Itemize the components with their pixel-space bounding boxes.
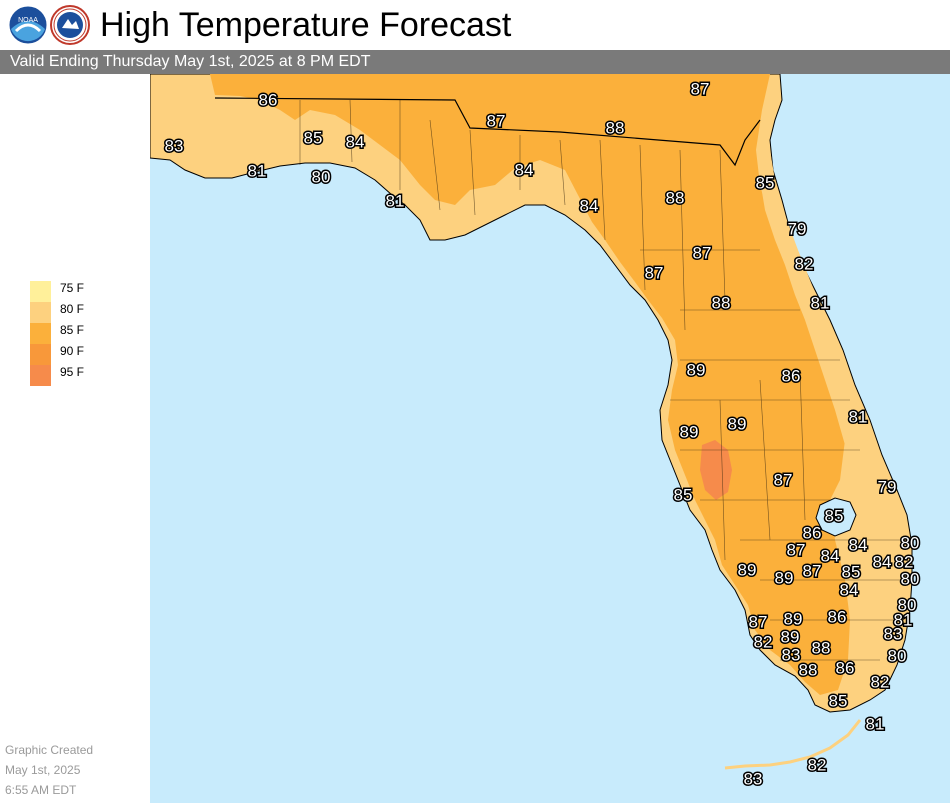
temperature-label: 89	[687, 360, 706, 379]
band-85-region	[210, 74, 850, 695]
temperature-label: 87	[749, 612, 768, 631]
temperature-label: 80	[901, 569, 920, 588]
temperature-label: 82	[895, 552, 914, 571]
temperature-label: 87	[487, 111, 506, 130]
legend-item: 95 F	[30, 365, 140, 386]
temperature-label: 82	[808, 755, 827, 774]
temperature-label: 87	[787, 540, 806, 559]
noaa-logo: NOAA	[8, 5, 48, 45]
temperature-label: 87	[803, 561, 822, 580]
temperature-label: 85	[304, 128, 323, 147]
temperature-label: 88	[606, 118, 625, 137]
temperature-label: 85	[825, 506, 844, 525]
temperature-label: 80	[901, 533, 920, 552]
created-time: 6:55 AM EDT	[5, 783, 77, 797]
legend-swatch	[30, 281, 51, 302]
temperature-label: 89	[781, 627, 800, 646]
temperature-label: 79	[878, 477, 897, 496]
temperature-label: 81	[386, 191, 405, 210]
legend-label: 95 F	[60, 365, 85, 379]
band-90-hotspot	[700, 440, 732, 500]
temperature-label: 88	[666, 188, 685, 207]
legend-item: 80 F	[30, 302, 140, 323]
temperature-label: 80	[888, 646, 907, 665]
temperature-label: 82	[871, 672, 890, 691]
temperature-label: 86	[828, 607, 847, 626]
temperature-label: 81	[811, 293, 830, 312]
temperature-label: 89	[784, 609, 803, 628]
legend-item: 75 F	[30, 281, 140, 302]
temperature-label: 89	[738, 560, 757, 579]
legend-item: 85 F	[30, 323, 140, 344]
temperature-label: 80	[312, 167, 331, 186]
nws-logo	[50, 5, 90, 45]
temperature-label: 84	[346, 132, 365, 151]
header: NOAA High Temperature Forecast	[0, 0, 950, 50]
created-label: Graphic Created	[5, 743, 94, 757]
temperature-label: 86	[259, 90, 278, 109]
state-boundary	[214, 97, 761, 167]
temperature-label: 89	[775, 568, 794, 587]
svg-text:NOAA: NOAA	[18, 17, 38, 24]
temperature-label: 83	[165, 136, 184, 155]
temperature-label: 84	[580, 196, 599, 215]
temperature-label: 88	[812, 638, 831, 657]
temperature-label: 84	[873, 552, 892, 571]
temperature-label: 83	[884, 624, 903, 643]
temperature-label: 88	[799, 660, 818, 679]
temperature-label: 86	[803, 523, 822, 542]
temperature-label: 85	[674, 485, 693, 504]
temperature-label: 82	[754, 632, 773, 651]
temperature-label: 87	[774, 470, 793, 489]
lake-okeechobee	[815, 497, 857, 537]
temperature-label: 84	[821, 546, 840, 565]
graphic-created-stamp: Graphic Created May 1st, 2025 6:55 AM ED…	[5, 740, 93, 800]
valid-time-text: Valid Ending Thursday May 1st, 2025 at 8…	[10, 53, 371, 70]
temperature-label: 84	[840, 580, 859, 599]
legend-label: 80 F	[60, 302, 85, 316]
florida-keys	[724, 719, 862, 770]
temperature-label: 88	[712, 293, 731, 312]
valid-time-bar: Valid Ending Thursday May 1st, 2025 at 8…	[0, 50, 950, 74]
temperature-label: 79	[788, 219, 807, 238]
temperature-label: 83	[782, 645, 801, 664]
legend: 75 F 80 F 85 F 90 F 95 F	[30, 281, 140, 386]
temperature-label: 81	[866, 714, 885, 733]
legend-swatch	[30, 302, 51, 323]
temperature-label: 84	[849, 535, 868, 554]
legend-label: 85 F	[60, 323, 85, 337]
band-80-east-coast	[760, 150, 870, 445]
county-lines	[299, 99, 910, 661]
temperature-label: 86	[836, 658, 855, 677]
temperature-label: 82	[795, 254, 814, 273]
temperature-label: 81	[248, 161, 267, 180]
temperature-label: 89	[680, 422, 699, 441]
temperature-label: 86	[782, 366, 801, 385]
legend-swatch	[30, 365, 51, 386]
temperature-label: 87	[645, 263, 664, 282]
legend-label: 75 F	[60, 281, 85, 295]
temperature-label: 85	[756, 173, 775, 192]
temperature-label: 87	[691, 79, 710, 98]
temperature-label: 84	[515, 160, 534, 179]
temperature-label: 83	[744, 769, 763, 788]
created-date: May 1st, 2025	[5, 763, 81, 777]
page-title: High Temperature Forecast	[100, 6, 512, 44]
temperature-label: 80	[898, 595, 917, 614]
legend-label: 90 F	[60, 344, 85, 358]
legend-swatch	[30, 344, 51, 365]
temperature-label: 85	[829, 691, 848, 710]
legend-swatch	[30, 323, 51, 344]
temperature-label: 89	[728, 414, 747, 433]
temperature-label: 85	[842, 562, 861, 581]
legend-item: 90 F	[30, 344, 140, 365]
temperature-label: 87	[693, 243, 712, 262]
temperature-label: 81	[894, 610, 913, 629]
temperature-label: 81	[849, 407, 868, 426]
